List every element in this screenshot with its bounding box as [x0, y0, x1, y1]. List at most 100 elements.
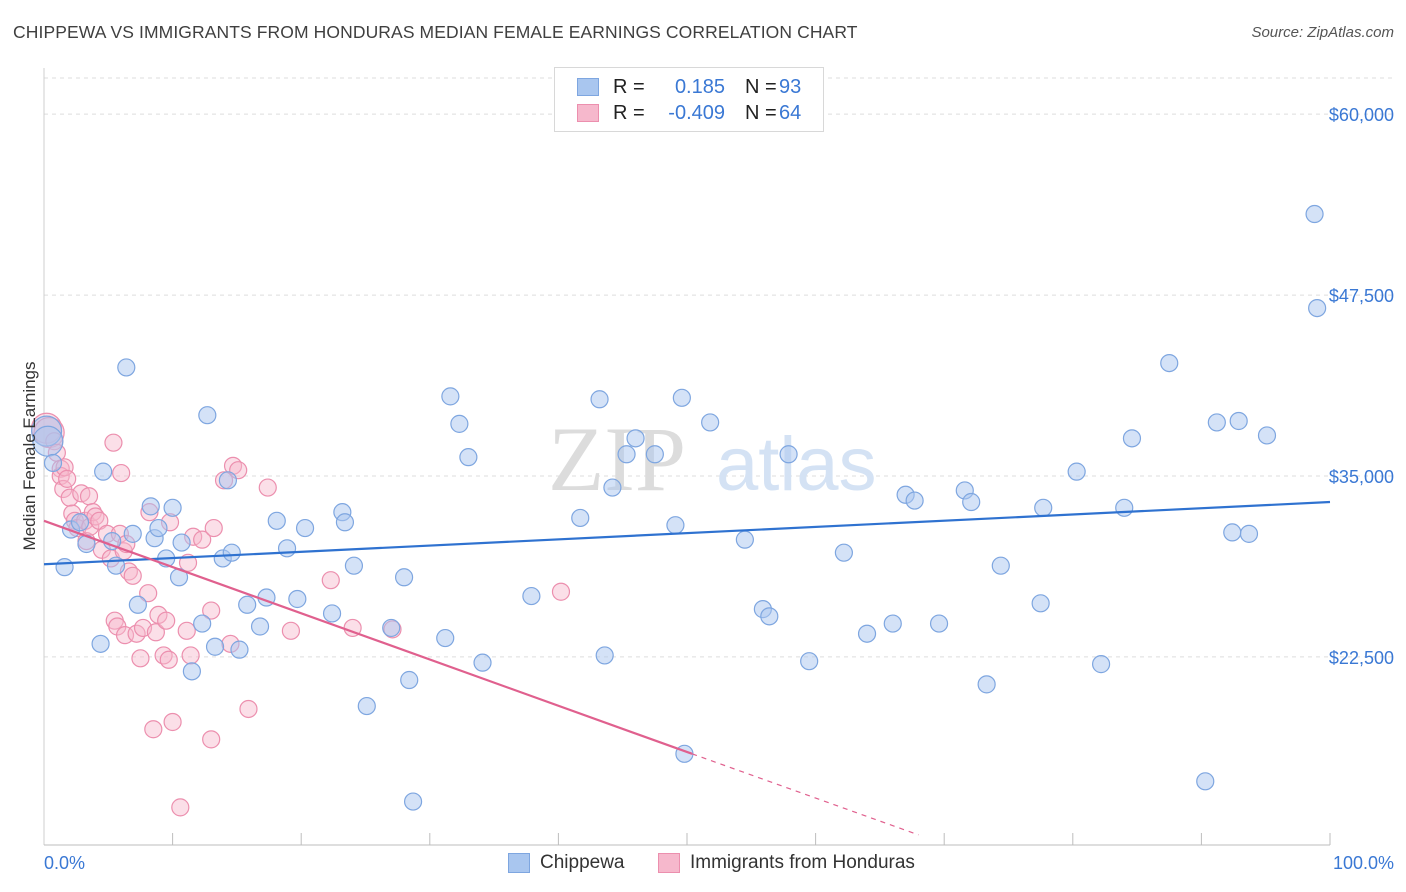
honduras-point	[204, 518, 223, 538]
chippewa-point	[43, 453, 63, 473]
chippewa-point	[277, 539, 297, 558]
honduras-point	[115, 626, 135, 645]
honduras-point	[131, 649, 150, 668]
n-label: N =	[745, 75, 777, 98]
chippewa-trend-line	[43, 500, 1331, 566]
chippewa-point	[929, 614, 949, 633]
honduras-point	[60, 488, 79, 507]
legend-row-honduras: R = -0.409 N = 64	[577, 100, 801, 126]
honduras-point	[239, 699, 258, 719]
honduras-point	[144, 720, 163, 739]
legend-row-chippewa: R = 0.185 N = 93	[577, 74, 801, 100]
honduras-trend-extension	[691, 753, 919, 836]
honduras-point	[159, 650, 178, 669]
chippewa-point	[800, 652, 819, 671]
y-tick-label: $22,500	[1329, 648, 1394, 668]
chippewa-point	[1229, 411, 1248, 431]
chippewa-point	[295, 518, 315, 538]
honduras-point	[163, 712, 182, 732]
watermark-atlas: atlas	[716, 422, 877, 507]
honduras-trend-line	[43, 519, 693, 755]
chippewa-point	[626, 429, 645, 448]
chippewa-point	[267, 511, 286, 530]
n-label: N =	[745, 101, 777, 124]
r-label: R =	[613, 75, 645, 98]
honduras-swatch	[577, 104, 599, 122]
legend-label: Immigrants from Honduras	[690, 852, 915, 873]
honduras-point	[58, 469, 77, 488]
chippewa-point	[645, 445, 664, 464]
chippewa-point	[883, 614, 902, 633]
chippewa-point	[1239, 524, 1259, 543]
chippewa-point	[450, 414, 469, 433]
honduras-point	[321, 571, 340, 590]
chippewa-point	[394, 568, 414, 587]
chippewa-point	[182, 662, 201, 681]
chippewa-point	[91, 634, 110, 653]
x-tick-label: 0.0%	[44, 853, 85, 873]
chippewa-point	[222, 543, 241, 562]
chippewa-point	[1091, 655, 1111, 674]
chippewa-point	[230, 640, 249, 659]
axis-labels: $22,500 $35,000 $47,500 $60,000 0.0% 100.0%	[44, 105, 1394, 873]
stats-legend: R = 0.185 N = 93 R = -0.409 N = 64	[554, 67, 824, 132]
chippewa-point	[55, 558, 74, 577]
chippewa-point	[905, 491, 924, 510]
chippewa-swatch	[508, 853, 530, 873]
chippewa-point	[701, 413, 720, 432]
chippewa-point	[473, 653, 492, 672]
n-value: 93	[779, 75, 802, 98]
chippewa-point	[198, 406, 217, 425]
chippewa-point	[70, 513, 90, 532]
chippewa-point	[193, 614, 212, 633]
chippewa-point	[571, 508, 590, 528]
honduras-point	[551, 582, 571, 601]
chippewa-point	[1207, 413, 1226, 432]
chippewa-point	[1031, 594, 1050, 613]
honduras-point	[181, 646, 200, 665]
chippewa-point	[441, 387, 460, 406]
chippewa-point	[834, 543, 853, 562]
y-axis-title: Median Female Earnings	[20, 362, 39, 551]
y-tick-label: $60,000	[1329, 105, 1394, 125]
honduras-point	[171, 798, 190, 817]
chippewa-point	[322, 604, 342, 623]
honduras-point	[281, 621, 301, 640]
honduras-point	[123, 566, 142, 585]
series-legend: Chippewa Immigrants from Honduras	[0, 852, 1406, 878]
honduras-point	[202, 601, 221, 620]
honduras-point	[104, 433, 123, 452]
chippewa-point	[1122, 429, 1142, 448]
chippewa-point	[672, 388, 691, 407]
r-label: R =	[613, 101, 645, 124]
chippewa-point	[1034, 498, 1053, 517]
chippewa-point	[603, 478, 622, 497]
chippewa-swatch	[577, 78, 599, 96]
chippewa-point	[1196, 772, 1215, 791]
chippewa-point	[128, 595, 147, 614]
chippewa-point	[163, 498, 182, 517]
honduras-point	[177, 621, 196, 640]
honduras-swatch	[658, 853, 680, 873]
n-value: 64	[779, 101, 802, 124]
chippewa-point	[617, 445, 636, 464]
honduras-point	[258, 478, 277, 497]
chippewa-point	[205, 637, 225, 656]
chippewa-point	[436, 628, 455, 648]
chippewa-point	[735, 530, 754, 549]
chippewa-point	[103, 531, 122, 551]
legend-label: Chippewa	[540, 852, 625, 873]
trend-lines	[43, 500, 1331, 836]
x-tick-label: 100.0%	[1333, 853, 1394, 873]
chippewa-point	[238, 595, 257, 614]
chippewa-point	[288, 589, 307, 609]
chippewa-point	[1257, 426, 1277, 445]
chippewa-point	[779, 445, 798, 464]
axes	[43, 68, 1331, 846]
chippewa-point	[218, 471, 237, 490]
honduras-point	[139, 584, 158, 603]
r-value: -0.409	[668, 101, 725, 124]
chippewa-point	[962, 492, 981, 512]
legend-item-honduras: Immigrants from Honduras	[658, 852, 915, 874]
